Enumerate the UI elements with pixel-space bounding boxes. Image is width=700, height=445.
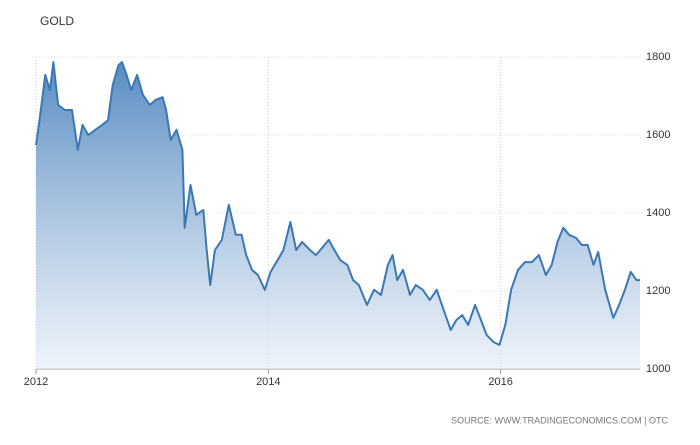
x-tick-label: 2014	[256, 376, 280, 388]
x-tick-label: 2016	[488, 376, 512, 388]
y-tick-label: 1600	[646, 129, 670, 141]
y-tick-label: 1000	[646, 363, 670, 375]
y-tick-label: 1400	[646, 207, 670, 219]
x-tick-label: 2012	[24, 376, 48, 388]
y-tick-label: 1200	[646, 285, 670, 297]
source-note: SOURCE: WWW.TRADINGECONOMICS.COM | OTC	[451, 415, 668, 425]
area-fill	[36, 62, 640, 369]
price-line	[35, 61, 640, 346]
y-tick-label: 1800	[646, 51, 670, 63]
chart-title: GOLD	[40, 14, 74, 28]
